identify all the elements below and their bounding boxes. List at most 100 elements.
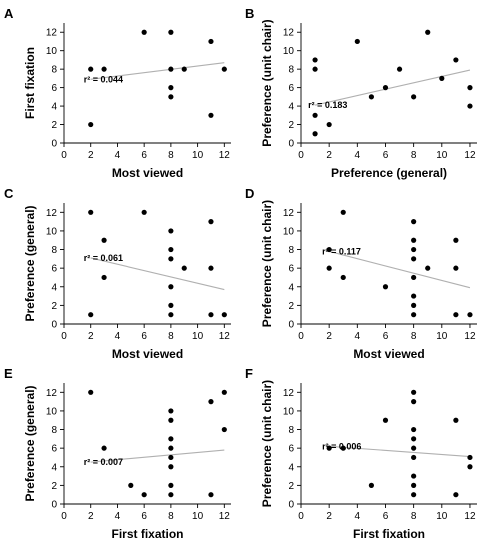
- data-point: [312, 66, 318, 72]
- x-tick-label: 12: [219, 331, 231, 342]
- y-tick-label: 2: [51, 120, 57, 131]
- y-tick-label: 8: [51, 65, 57, 76]
- y-tick-label: 2: [51, 481, 57, 492]
- y-tick-label: 8: [288, 425, 294, 436]
- data-point: [128, 482, 134, 488]
- panel-f: F 0 2 4 6 8 10 12 0 2 4 6 8 10 12 First fixation Prefere…: [245, 366, 477, 541]
- data-point: [208, 219, 214, 225]
- x-tick-label: 8: [411, 150, 417, 161]
- r-squared-label: r² = 0.061: [84, 253, 123, 263]
- data-point: [181, 66, 187, 72]
- x-tick-label: 10: [192, 511, 204, 522]
- x-tick-label: 2: [326, 331, 332, 342]
- data-point: [101, 237, 107, 243]
- x-tick-label: 0: [61, 150, 67, 161]
- y-tick-label: 4: [288, 102, 294, 113]
- data-point: [101, 274, 107, 281]
- y-tick-label: 0: [288, 139, 294, 150]
- data-point: [411, 399, 417, 405]
- data-point: [411, 426, 417, 433]
- y-tick-label: 12: [46, 388, 58, 399]
- y-axis-title: Preference (general): [23, 385, 37, 501]
- x-tick-label: 12: [464, 331, 476, 342]
- data-point: [340, 274, 346, 281]
- data-point: [439, 75, 445, 81]
- x-tick-label: 10: [436, 331, 448, 342]
- y-tick-label: 6: [288, 444, 294, 455]
- data-point: [168, 94, 174, 100]
- y-tick-label: 6: [51, 444, 57, 455]
- y-tick-label: 10: [283, 406, 295, 417]
- panel-letter: F: [245, 366, 253, 381]
- x-tick-label: 4: [355, 150, 361, 161]
- x-tick-label: 6: [383, 331, 389, 342]
- x-axis-title: Most viewed: [112, 166, 183, 180]
- y-tick-label: 2: [288, 301, 294, 312]
- x-tick-label: 2: [326, 150, 332, 161]
- x-axis-title: Most viewed: [353, 347, 424, 361]
- y-tick-label: 8: [51, 425, 57, 436]
- x-tick-label: 10: [436, 511, 448, 522]
- panel-e: E 0 2 4 6 8 10 12 0 2 4 6 8 10 12 First fixation Prefere…: [4, 366, 231, 541]
- data-point: [168, 284, 174, 290]
- data-point: [453, 57, 459, 63]
- y-tick-label: 0: [288, 500, 294, 511]
- data-point: [88, 209, 94, 215]
- data-point: [101, 66, 107, 72]
- data-point: [141, 492, 147, 498]
- data-point: [467, 454, 473, 461]
- y-tick-label: 4: [51, 102, 57, 113]
- data-point: [453, 417, 459, 423]
- data-point: [326, 265, 332, 271]
- y-tick-label: 6: [288, 83, 294, 94]
- x-tick-label: 12: [464, 150, 476, 161]
- y-tick-label: 8: [288, 245, 294, 256]
- data-point: [326, 121, 332, 128]
- x-tick-label: 4: [115, 150, 121, 161]
- regression-line: [90, 449, 225, 463]
- x-tick-label: 0: [298, 331, 304, 342]
- data-point: [181, 265, 187, 271]
- x-tick-label: 10: [192, 150, 204, 161]
- y-tick-label: 12: [283, 388, 295, 399]
- panel-letter: C: [4, 186, 14, 201]
- data-point: [168, 408, 174, 414]
- data-point: [168, 436, 174, 442]
- x-tick-label: 8: [168, 511, 174, 522]
- data-point: [101, 445, 107, 451]
- data-point: [354, 38, 360, 45]
- data-point: [168, 417, 174, 423]
- data-point: [88, 66, 94, 72]
- data-point: [411, 436, 417, 442]
- x-tick-label: 0: [61, 331, 67, 342]
- x-tick-label: 2: [326, 511, 332, 522]
- data-point: [411, 302, 417, 308]
- data-point: [208, 312, 214, 318]
- data-point: [168, 312, 174, 318]
- x-tick-label: 2: [88, 150, 94, 161]
- x-axis-title: Preference (general): [331, 166, 447, 180]
- data-point: [168, 246, 174, 253]
- x-tick-label: 6: [141, 150, 147, 161]
- data-point: [208, 492, 214, 498]
- data-point: [168, 85, 174, 91]
- data-point: [411, 293, 417, 299]
- data-point: [467, 312, 473, 318]
- data-point: [168, 228, 174, 234]
- data-point: [382, 85, 389, 91]
- y-tick-label: 2: [288, 481, 294, 492]
- data-point: [425, 265, 431, 271]
- data-point: [425, 29, 431, 35]
- y-axis-title: Preference (unit chair): [260, 19, 274, 146]
- panel-a: A 0 2 4 6 8 10 12 0 2 4 6 8 10 12 Most viewed First fixa…: [4, 6, 231, 180]
- y-tick-label: 12: [46, 208, 58, 219]
- x-tick-label: 4: [115, 331, 121, 342]
- y-axis-title: Preference (unit chair): [260, 200, 274, 327]
- panel-letter: D: [245, 186, 254, 201]
- y-tick-label: 6: [51, 264, 57, 275]
- x-tick-label: 0: [61, 511, 67, 522]
- y-tick-label: 12: [283, 208, 295, 219]
- data-point: [368, 482, 374, 488]
- data-point: [312, 57, 318, 63]
